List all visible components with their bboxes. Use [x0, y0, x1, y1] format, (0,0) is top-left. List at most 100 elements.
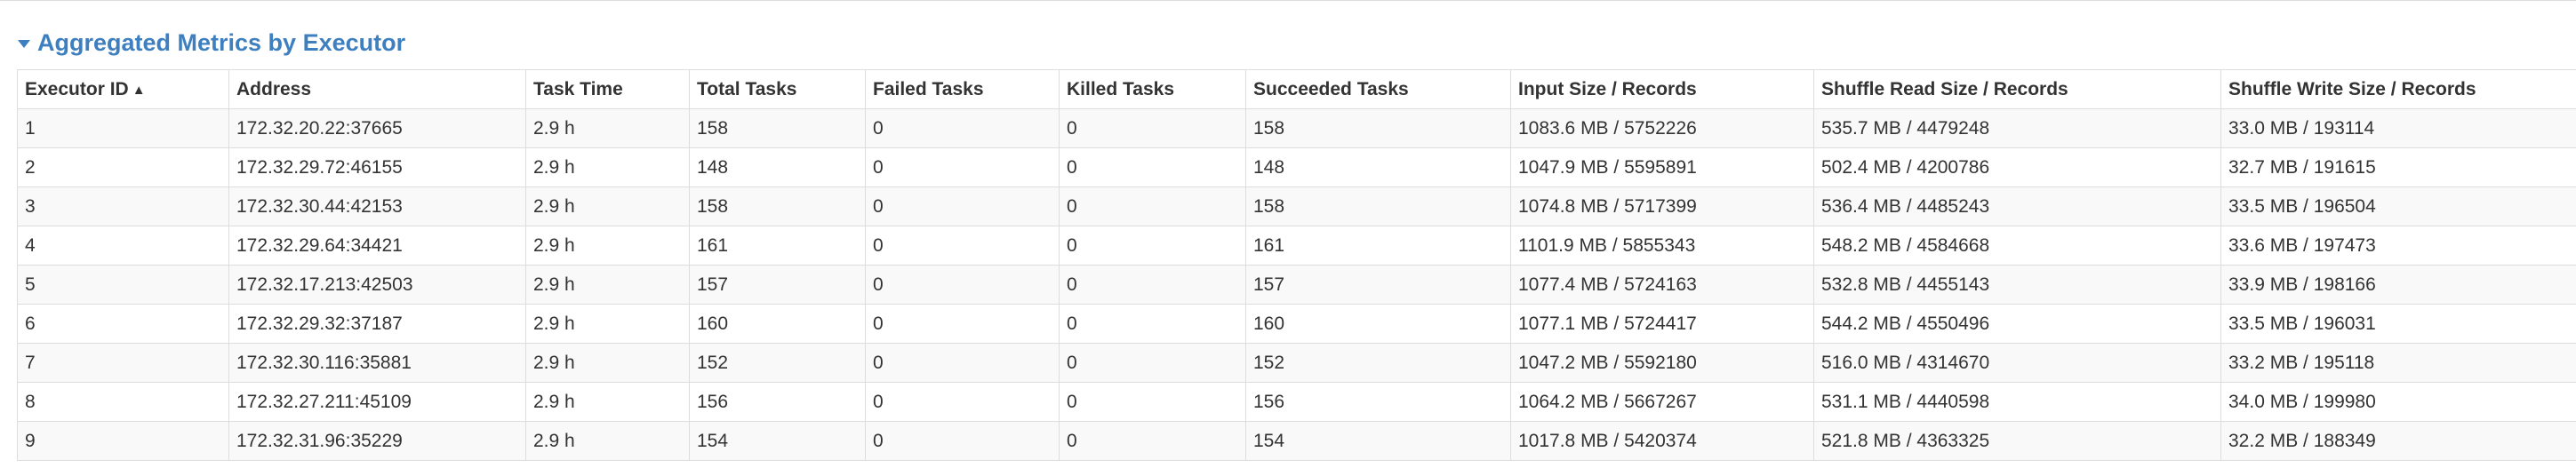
table-row: 5 172.32.17.213:42503 2.9 h 157 0 0 157 …	[17, 265, 2576, 305]
cell-executor-id: 9	[17, 421, 229, 461]
cell-killed-tasks: 0	[1059, 186, 1246, 226]
cell-succeeded-tasks: 161	[1245, 226, 1511, 266]
cell-shuffle-read-size-records: 536.4 MB / 4485243	[1813, 186, 2221, 226]
column-header-address[interactable]: Address	[228, 69, 526, 109]
cell-executor-id: 2	[17, 147, 229, 187]
cell-input-size-records: 1017.8 MB / 5420374	[1510, 421, 1814, 461]
cell-input-size-records: 1047.9 MB / 5595891	[1510, 147, 1814, 187]
table-row: 7 172.32.30.116:35881 2.9 h 152 0 0 152 …	[17, 343, 2576, 383]
cell-task-time: 2.9 h	[525, 226, 690, 266]
cell-failed-tasks: 0	[865, 226, 1060, 266]
cell-task-time: 2.9 h	[525, 108, 690, 148]
sort-ascending-icon: ▲	[132, 82, 146, 98]
column-header-input-size-records[interactable]: Input Size / Records	[1510, 69, 1814, 109]
executor-metrics-table: Executor ID ▲ Address Task Time Total Tas…	[17, 69, 2576, 461]
cell-failed-tasks: 0	[865, 343, 1060, 383]
cell-address: 172.32.29.72:46155	[228, 147, 526, 187]
cell-shuffle-write-size-records: 34.0 MB / 199980	[2220, 382, 2576, 422]
cell-killed-tasks: 0	[1059, 108, 1246, 148]
cell-succeeded-tasks: 158	[1245, 108, 1511, 148]
caret-down-icon[interactable]	[18, 40, 30, 48]
cell-task-time: 2.9 h	[525, 265, 690, 305]
cell-total-tasks: 156	[689, 382, 866, 422]
cell-input-size-records: 1077.4 MB / 5724163	[1510, 265, 1814, 305]
column-header-total-tasks[interactable]: Total Tasks	[689, 69, 866, 109]
cell-succeeded-tasks: 148	[1245, 147, 1511, 187]
column-header-task-time[interactable]: Task Time	[525, 69, 690, 109]
cell-input-size-records: 1064.2 MB / 5667267	[1510, 382, 1814, 422]
table-row: 2 172.32.29.72:46155 2.9 h 148 0 0 148 1…	[17, 147, 2576, 187]
cell-killed-tasks: 0	[1059, 343, 1246, 383]
cell-total-tasks: 154	[689, 421, 866, 461]
column-header-shuffle-read-size-records[interactable]: Shuffle Read Size / Records	[1813, 69, 2221, 109]
column-header-executor-id[interactable]: Executor ID ▲	[17, 69, 229, 109]
cell-task-time: 2.9 h	[525, 186, 690, 226]
table-row: 1 172.32.20.22:37665 2.9 h 158 0 0 158 1…	[17, 108, 2576, 148]
cell-succeeded-tasks: 160	[1245, 304, 1511, 344]
cell-shuffle-read-size-records: 521.8 MB / 4363325	[1813, 421, 2221, 461]
cell-failed-tasks: 0	[865, 186, 1060, 226]
cell-task-time: 2.9 h	[525, 147, 690, 187]
column-header-shuffle-write-size-records[interactable]: Shuffle Write Size / Records	[2220, 69, 2576, 109]
column-header-killed-tasks[interactable]: Killed Tasks	[1059, 69, 1246, 109]
cell-executor-id: 6	[17, 304, 229, 344]
cell-shuffle-write-size-records: 33.2 MB / 195118	[2220, 343, 2576, 383]
cell-address: 172.32.17.213:42503	[228, 265, 526, 305]
cell-shuffle-read-size-records: 502.4 MB / 4200786	[1813, 147, 2221, 187]
cell-executor-id: 1	[17, 108, 229, 148]
cell-killed-tasks: 0	[1059, 265, 1246, 305]
cell-total-tasks: 158	[689, 186, 866, 226]
cell-killed-tasks: 0	[1059, 421, 1246, 461]
cell-total-tasks: 160	[689, 304, 866, 344]
cell-shuffle-read-size-records: 548.2 MB / 4584668	[1813, 226, 2221, 266]
section-title[interactable]: Aggregated Metrics by Executor	[37, 28, 406, 56]
cell-executor-id: 7	[17, 343, 229, 383]
cell-failed-tasks: 0	[865, 265, 1060, 305]
table-row: 9 172.32.31.96:35229 2.9 h 154 0 0 154 1…	[17, 421, 2576, 461]
cell-input-size-records: 1074.8 MB / 5717399	[1510, 186, 1814, 226]
table-row: 4 172.32.29.64:34421 2.9 h 161 0 0 161 1…	[17, 226, 2576, 266]
cell-input-size-records: 1077.1 MB / 5724417	[1510, 304, 1814, 344]
cell-executor-id: 5	[17, 265, 229, 305]
cell-succeeded-tasks: 152	[1245, 343, 1511, 383]
cell-total-tasks: 148	[689, 147, 866, 187]
cell-shuffle-write-size-records: 33.9 MB / 198166	[2220, 265, 2576, 305]
cell-shuffle-read-size-records: 531.1 MB / 4440598	[1813, 382, 2221, 422]
cell-shuffle-read-size-records: 544.2 MB / 4550496	[1813, 304, 2221, 344]
column-header-succeeded-tasks[interactable]: Succeeded Tasks	[1245, 69, 1511, 109]
cell-address: 172.32.30.116:35881	[228, 343, 526, 383]
cell-failed-tasks: 0	[865, 421, 1060, 461]
table-header-row: Executor ID ▲ Address Task Time Total Tas…	[17, 69, 2576, 109]
cell-address: 172.32.30.44:42153	[228, 186, 526, 226]
cell-failed-tasks: 0	[865, 304, 1060, 344]
cell-shuffle-read-size-records: 532.8 MB / 4455143	[1813, 265, 2221, 305]
cell-killed-tasks: 0	[1059, 382, 1246, 422]
cell-shuffle-write-size-records: 32.2 MB / 188349	[2220, 421, 2576, 461]
cell-total-tasks: 157	[689, 265, 866, 305]
cell-task-time: 2.9 h	[525, 343, 690, 383]
cell-shuffle-write-size-records: 33.0 MB / 193114	[2220, 108, 2576, 148]
cell-total-tasks: 152	[689, 343, 866, 383]
table-row: 3 172.32.30.44:42153 2.9 h 158 0 0 158 1…	[17, 186, 2576, 226]
cell-shuffle-write-size-records: 32.7 MB / 191615	[2220, 147, 2576, 187]
cell-executor-id: 3	[17, 186, 229, 226]
cell-shuffle-read-size-records: 516.0 MB / 4314670	[1813, 343, 2221, 383]
cell-succeeded-tasks: 154	[1245, 421, 1511, 461]
cell-address: 172.32.31.96:35229	[228, 421, 526, 461]
cell-shuffle-write-size-records: 33.5 MB / 196031	[2220, 304, 2576, 344]
cell-input-size-records: 1083.6 MB / 5752226	[1510, 108, 1814, 148]
cell-task-time: 2.9 h	[525, 382, 690, 422]
table-row: 8 172.32.27.211:45109 2.9 h 156 0 0 156 …	[17, 382, 2576, 422]
cell-address: 172.32.29.32:37187	[228, 304, 526, 344]
top-divider	[0, 0, 2576, 1]
column-header-failed-tasks[interactable]: Failed Tasks	[865, 69, 1060, 109]
executor-metrics-table-container: Executor ID ▲ Address Task Time Total Tas…	[17, 69, 2576, 461]
table-row: 6 172.32.29.32:37187 2.9 h 160 0 0 160 1…	[17, 304, 2576, 344]
cell-shuffle-read-size-records: 535.7 MB / 4479248	[1813, 108, 2221, 148]
aggregated-metrics-toggle[interactable]: Aggregated Metrics by Executor	[18, 25, 405, 60]
cell-input-size-records: 1101.9 MB / 5855343	[1510, 226, 1814, 266]
cell-total-tasks: 161	[689, 226, 866, 266]
cell-task-time: 2.9 h	[525, 421, 690, 461]
cell-failed-tasks: 0	[865, 147, 1060, 187]
cell-task-time: 2.9 h	[525, 304, 690, 344]
